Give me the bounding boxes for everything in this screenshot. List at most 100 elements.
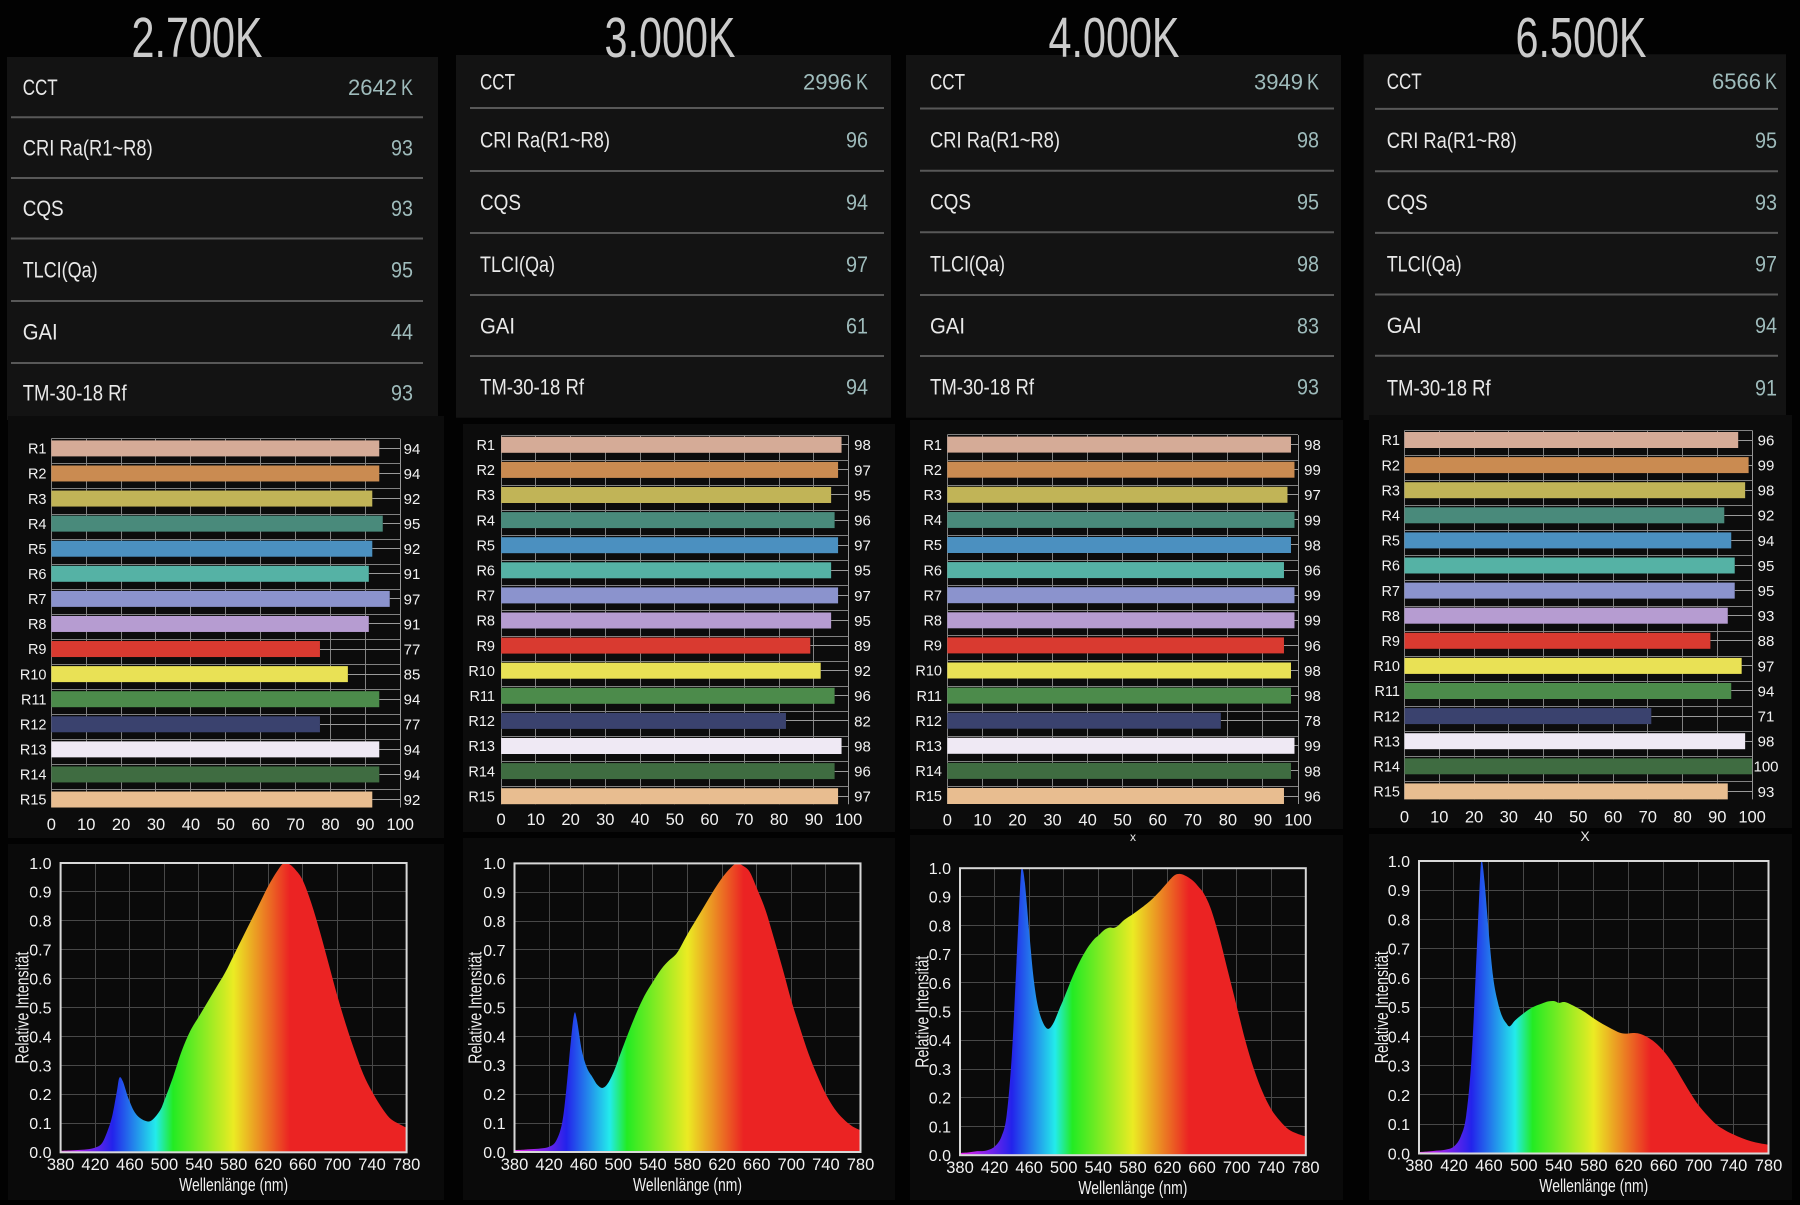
svg-text:660: 660 xyxy=(1188,1159,1216,1177)
svg-text:380: 380 xyxy=(946,1159,974,1177)
svg-text:GAI: GAI xyxy=(1387,313,1422,338)
svg-text:0.8: 0.8 xyxy=(929,918,951,935)
svg-text:98: 98 xyxy=(1758,734,1775,751)
svg-text:R14: R14 xyxy=(915,764,942,780)
svg-text:0.4: 0.4 xyxy=(29,1029,51,1046)
svg-text:40: 40 xyxy=(182,816,200,834)
svg-text:R1: R1 xyxy=(476,438,495,454)
svg-text:R14: R14 xyxy=(468,764,495,780)
svg-text:93: 93 xyxy=(391,380,413,405)
svg-text:620: 620 xyxy=(708,1156,736,1174)
svg-text:71: 71 xyxy=(1758,709,1775,726)
svg-text:96: 96 xyxy=(854,764,871,781)
svg-text:60: 60 xyxy=(700,811,718,829)
svg-text:R12: R12 xyxy=(1373,709,1400,725)
svg-text:CCT: CCT xyxy=(23,75,58,100)
svg-text:30: 30 xyxy=(1500,809,1518,827)
svg-text:R11: R11 xyxy=(21,692,47,708)
svg-text:R5: R5 xyxy=(476,538,495,554)
svg-text:R15: R15 xyxy=(20,793,47,809)
svg-text:R14: R14 xyxy=(1373,760,1400,776)
svg-text:97: 97 xyxy=(1304,487,1321,504)
svg-text:90: 90 xyxy=(1254,812,1272,830)
svg-text:R5: R5 xyxy=(923,538,942,554)
svg-text:R9: R9 xyxy=(476,639,495,655)
svg-text:CQS: CQS xyxy=(480,190,521,215)
svg-text:85: 85 xyxy=(404,667,421,684)
svg-text:98: 98 xyxy=(1304,437,1321,454)
svg-text:95: 95 xyxy=(404,516,421,533)
svg-text:95: 95 xyxy=(1755,128,1777,153)
svg-text:6.500K: 6.500K xyxy=(1516,6,1647,70)
svg-text:460: 460 xyxy=(1475,1157,1503,1175)
svg-text:380: 380 xyxy=(501,1156,529,1174)
svg-text:0.2: 0.2 xyxy=(929,1091,951,1108)
svg-text:91: 91 xyxy=(404,566,421,583)
svg-text:90: 90 xyxy=(1708,809,1726,827)
svg-text:0.9: 0.9 xyxy=(29,885,51,902)
svg-text:R10: R10 xyxy=(1373,659,1400,675)
svg-text:98: 98 xyxy=(854,437,871,454)
svg-text:780: 780 xyxy=(393,1156,421,1174)
svg-text:R6: R6 xyxy=(1381,559,1400,575)
svg-text:70: 70 xyxy=(286,816,304,834)
svg-text:R15: R15 xyxy=(1373,785,1400,801)
svg-text:CCT: CCT xyxy=(1387,69,1422,94)
svg-text:97: 97 xyxy=(404,591,421,608)
svg-text:92: 92 xyxy=(854,663,871,680)
svg-text:R15: R15 xyxy=(468,789,495,805)
svg-text:TM-30-18 Rf: TM-30-18 Rf xyxy=(1387,376,1492,401)
svg-text:0.4: 0.4 xyxy=(1388,1029,1410,1046)
svg-text:95: 95 xyxy=(1297,189,1319,214)
svg-text:96: 96 xyxy=(1304,788,1321,805)
svg-text:100: 100 xyxy=(386,816,414,834)
svg-text:R5: R5 xyxy=(1381,534,1400,550)
svg-text:100: 100 xyxy=(1738,809,1766,827)
svg-text:92: 92 xyxy=(404,491,421,508)
svg-text:60: 60 xyxy=(1149,812,1167,830)
svg-text:0.7: 0.7 xyxy=(1388,942,1410,959)
svg-text:CQS: CQS xyxy=(23,196,64,221)
svg-text:0.6: 0.6 xyxy=(1388,971,1410,988)
svg-text:Wellenlänge (nm): Wellenlänge (nm) xyxy=(1078,1177,1187,1198)
svg-text:R1: R1 xyxy=(923,438,942,454)
svg-text:R8: R8 xyxy=(923,614,942,630)
svg-text:R10: R10 xyxy=(915,664,942,680)
svg-text:R4: R4 xyxy=(28,517,47,533)
svg-text:740: 740 xyxy=(1720,1157,1748,1175)
svg-text:0.8: 0.8 xyxy=(1388,912,1410,929)
svg-text:96: 96 xyxy=(854,513,871,530)
svg-text:95: 95 xyxy=(854,487,871,504)
svg-text:93: 93 xyxy=(1297,375,1319,400)
svg-text:0.0: 0.0 xyxy=(929,1148,951,1165)
svg-text:99: 99 xyxy=(1304,462,1321,479)
svg-text:93: 93 xyxy=(391,136,413,161)
svg-text:50: 50 xyxy=(1113,812,1131,830)
svg-text:80: 80 xyxy=(1219,812,1237,830)
svg-text:CRI Ra(R1~R8): CRI Ra(R1~R8) xyxy=(23,136,153,161)
svg-text:540: 540 xyxy=(1545,1157,1573,1175)
svg-text:R2: R2 xyxy=(1381,458,1400,474)
svg-text:98: 98 xyxy=(1304,537,1321,554)
svg-text:94: 94 xyxy=(846,190,868,215)
svg-text:R6: R6 xyxy=(476,564,495,580)
svg-text:GAI: GAI xyxy=(480,313,515,338)
svg-text:77: 77 xyxy=(404,717,421,734)
svg-text:GAI: GAI xyxy=(930,313,965,338)
svg-text:R4: R4 xyxy=(476,513,495,529)
svg-text:380: 380 xyxy=(47,1156,75,1174)
svg-text:98: 98 xyxy=(1304,663,1321,680)
svg-text:780: 780 xyxy=(847,1156,875,1174)
svg-text:100: 100 xyxy=(1284,812,1312,830)
svg-text:R2: R2 xyxy=(923,463,942,479)
svg-text:R2: R2 xyxy=(476,463,495,479)
svg-text:0: 0 xyxy=(47,816,56,834)
svg-text:R11: R11 xyxy=(916,689,942,705)
svg-text:CCT: CCT xyxy=(930,69,965,94)
svg-text:98: 98 xyxy=(1297,127,1319,152)
svg-text:700: 700 xyxy=(1223,1159,1251,1177)
svg-text:420: 420 xyxy=(981,1159,1009,1177)
svg-text:94: 94 xyxy=(404,441,421,458)
svg-text:540: 540 xyxy=(1085,1159,1113,1177)
svg-text:500: 500 xyxy=(1510,1157,1538,1175)
